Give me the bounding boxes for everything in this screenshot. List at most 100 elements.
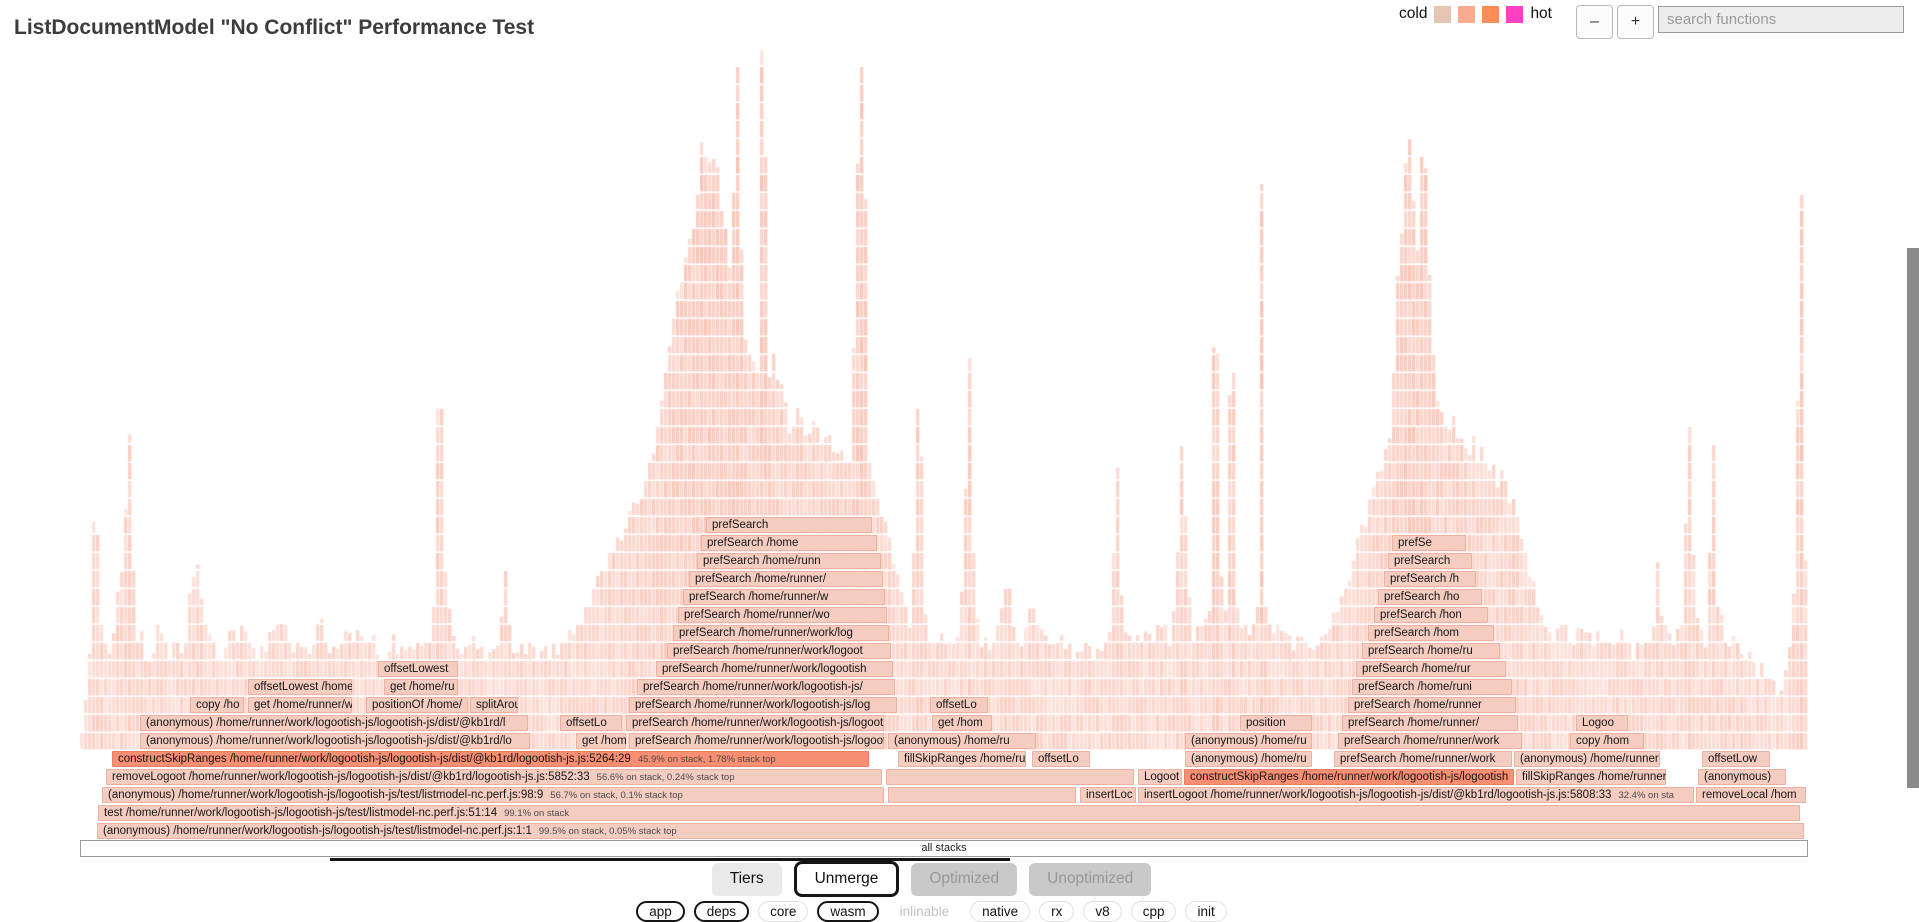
flame-bar[interactable]: prefSearch /home/runner/work xyxy=(1338,733,1522,749)
flame-bar[interactable]: position xyxy=(1240,715,1312,731)
flame-bar-label: prefSearch /home/runner/work/log xyxy=(679,627,853,639)
flame-bar-label: offsetLo xyxy=(936,699,977,711)
flame-bar[interactable]: prefSearch /home/ru xyxy=(1362,643,1500,659)
flame-bar[interactable]: prefSearch /home/runner/w xyxy=(683,589,885,605)
flame-bar-label: prefSearch /home/runner/w xyxy=(689,591,829,603)
flame-bar[interactable]: get /home/ru xyxy=(384,679,458,695)
flame-bar[interactable]: constructSkipRanges /home/runner/work/lo… xyxy=(1184,769,1514,785)
flame-bar[interactable]: prefSearch /home/runner/work/logootish-j… xyxy=(637,679,895,695)
flame-bar[interactable]: test /home/runner/work/logootish-js/logo… xyxy=(98,805,1800,821)
flame-bar[interactable]: (anonymous) /home/ru xyxy=(1185,733,1312,749)
flame-bar[interactable]: offsetLo xyxy=(930,697,988,713)
flame-bar[interactable]: prefSearch xyxy=(706,517,872,533)
flame-bar[interactable]: prefSearch /home/runner/ xyxy=(689,571,883,587)
flame-bar[interactable]: prefSearch /home/runner xyxy=(1348,697,1516,713)
tag-core[interactable]: core xyxy=(758,901,809,922)
flame-bar[interactable]: (anonymous) /home/runner xyxy=(1514,751,1660,767)
flame-bar-percent: 99.5% on stack, 0.05% stack top xyxy=(538,825,677,837)
flame-bar[interactable]: (anonymous) /home/ru xyxy=(888,733,1036,749)
flame-bar[interactable]: offsetLo xyxy=(560,715,622,731)
flame-bar[interactable]: (anonymous) /home/runner/work/logootish-… xyxy=(97,823,1804,839)
flame-bar[interactable]: insertLoc xyxy=(1080,787,1136,803)
flame-bar-label: prefSearch xyxy=(1394,555,1451,567)
flame-bar[interactable]: prefSearch /home/runn xyxy=(697,553,881,569)
flame-bar-label: offsetLo xyxy=(1038,753,1079,765)
flame-bar-label: prefSearch /home/runi xyxy=(1358,681,1472,693)
flame-bar[interactable]: prefSearch /home/runner/work/logootish-j… xyxy=(629,697,897,713)
tag-wasm[interactable]: wasm xyxy=(817,901,879,922)
flame-bar[interactable]: prefSearch /home/runner/wo xyxy=(678,607,887,623)
flame-bar[interactable]: removeLocal /hom xyxy=(1696,787,1806,803)
flame-bar[interactable]: positionOf /home/ xyxy=(366,697,468,713)
flame-bar[interactable]: get /home/runner/w xyxy=(248,697,352,713)
flame-bar[interactable]: prefSearch /ho xyxy=(1378,589,1482,605)
flame-bar-label: copy /ho xyxy=(196,699,240,711)
flame-bar[interactable]: copy /ho xyxy=(190,697,244,713)
flame-bar[interactable]: fillSkipRanges /home/ru xyxy=(898,751,1026,767)
flame-bar[interactable]: prefSearch /home/runner/work xyxy=(1334,751,1512,767)
flame-bar[interactable]: fillSkipRanges /home/runner xyxy=(1516,769,1666,785)
flame-bar[interactable]: prefSearch /home/rur xyxy=(1356,661,1506,677)
flame-bar-label: get /home/ru xyxy=(390,681,455,693)
flame-bar[interactable]: prefSearch /hon xyxy=(1374,607,1488,623)
flame-bar-label: prefSearch /home/runner/work/logootish-j… xyxy=(635,699,871,711)
flame-bar[interactable]: prefSearch /home/runi xyxy=(1352,679,1512,695)
flame-bar[interactable]: get /hom xyxy=(932,715,992,731)
tag-init[interactable]: init xyxy=(1185,901,1227,922)
flame-bar[interactable]: offsetLow xyxy=(1702,751,1770,767)
flame-bar-label: constructSkipRanges /home/runner/work/lo… xyxy=(118,753,631,765)
flame-bar-label: (anonymous) /home/ru xyxy=(1191,753,1307,765)
flame-bar[interactable]: copy /hom xyxy=(1570,733,1644,749)
flame-bar[interactable]: Logoot xyxy=(1138,769,1182,785)
flame-bar-label: prefSearch /home/runner/work/logootish-j… xyxy=(635,735,884,747)
flame-bar[interactable]: prefSearch xyxy=(1388,553,1472,569)
flame-bar[interactable]: (anonymous) /home/ru xyxy=(1185,751,1312,767)
flame-bar[interactable]: prefSearch /home xyxy=(701,535,877,551)
flame-bar-label: copy /hom xyxy=(1576,735,1630,747)
flame-bar[interactable]: offsetLo xyxy=(1032,751,1090,767)
flame-bar[interactable]: prefSearch /home/runner/work/logootish-j… xyxy=(626,715,884,731)
flame-bar[interactable]: get /hom xyxy=(576,733,626,749)
flame-bar-percent: 56.7% on stack, 0.1% stack top xyxy=(550,789,683,801)
flame-bar[interactable]: insertLogoot /home/runner/work/logootish… xyxy=(1138,787,1694,803)
flame-bar[interactable]: (anonymous) /home/runner/work/logootish-… xyxy=(102,787,884,803)
tag-native[interactable]: native xyxy=(970,901,1031,922)
flame-bar[interactable]: removeLogoot /home/runner/work/logootish… xyxy=(106,769,882,785)
flame-bar[interactable] xyxy=(888,787,1076,803)
vertical-scrollbar[interactable] xyxy=(1907,248,1919,788)
tag-deps[interactable]: deps xyxy=(693,901,750,922)
flame-bar[interactable]: (anonymous) /home/runner/work/logootish-… xyxy=(140,733,530,749)
flame-bar-label: get /hom xyxy=(938,717,983,729)
tag-rx[interactable]: rx xyxy=(1039,901,1075,922)
flame-bar[interactable]: prefSearch /home/runner/ xyxy=(1342,715,1518,731)
flame-bar[interactable]: prefSearch /home/runner/work/log xyxy=(673,625,889,641)
tag-app[interactable]: app xyxy=(636,901,685,922)
flame-bar[interactable]: offsetLowest xyxy=(378,661,458,677)
flame-bar[interactable]: prefSearch /home/runner/work/logoot xyxy=(667,643,891,659)
root-frame-all-stacks[interactable]: all stacks xyxy=(80,840,1808,857)
flame-bar[interactable]: splitArou xyxy=(470,697,518,713)
flame-bar[interactable]: prefSearch /home/runner/work/logootish-j… xyxy=(629,733,884,749)
flame-bar[interactable]: prefSearch /h xyxy=(1384,571,1476,587)
flame-bar[interactable] xyxy=(886,769,1134,785)
flame-bar-label: prefSearch /home/runn xyxy=(703,555,821,567)
tag-cpp[interactable]: cpp xyxy=(1130,901,1177,922)
unmerge-button[interactable]: Unmerge xyxy=(793,861,900,897)
tag-v8[interactable]: v8 xyxy=(1083,901,1122,922)
flame-bar[interactable]: constructSkipRanges /home/runner/work/lo… xyxy=(112,751,869,767)
flame-bar[interactable]: Logoo xyxy=(1576,715,1628,731)
flame-bar[interactable]: offsetLowest /home xyxy=(248,679,352,695)
flame-bar[interactable]: prefSe xyxy=(1392,535,1466,551)
flame-bar[interactable]: prefSearch /hom xyxy=(1368,625,1494,641)
tiers-button[interactable]: Tiers xyxy=(711,862,782,896)
flame-bar[interactable]: prefSearch /home/runner/work/logootish xyxy=(656,661,893,677)
flame-bar-label: (anonymous) /home/runner/work/logootish-… xyxy=(146,735,512,747)
flame-bar-label: prefSearch /home/rur xyxy=(1362,663,1471,675)
flame-bar-label: prefSearch /ho xyxy=(1384,591,1460,603)
flame-bar[interactable]: (anonymous) /home/runner/work/logootish-… xyxy=(140,715,528,731)
flame-bar-label: offsetLow xyxy=(1708,753,1758,765)
horizontal-scrollbar[interactable] xyxy=(330,858,1010,861)
footer-buttons: Tiers Unmerge Optimized Unoptimized xyxy=(0,861,1891,897)
flame-bar[interactable]: (anonymous) xyxy=(1698,769,1786,785)
